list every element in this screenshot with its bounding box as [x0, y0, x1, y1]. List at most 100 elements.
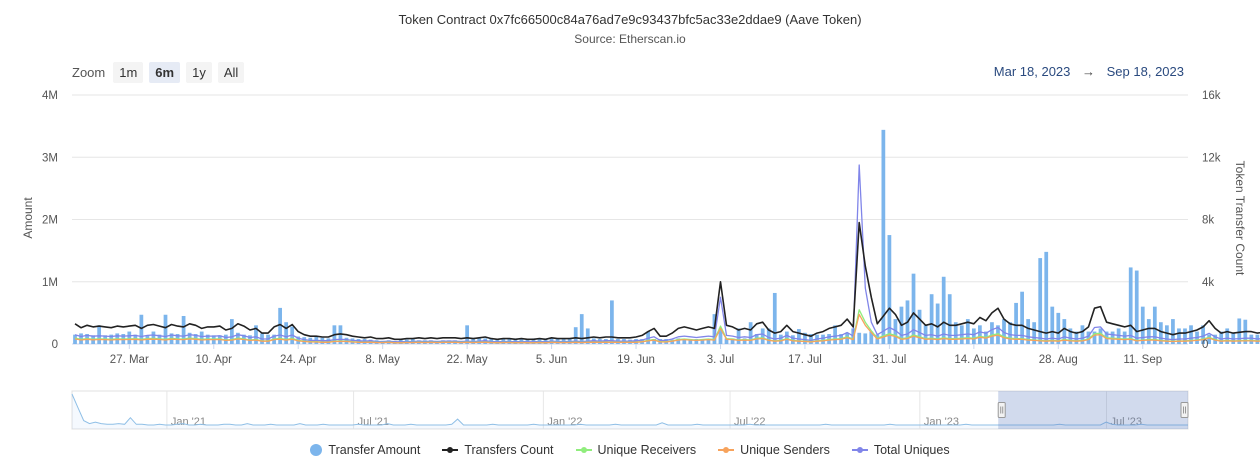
- transfer-amount-bar: [742, 338, 747, 344]
- transfer-amount-bar: [953, 322, 958, 344]
- transfer-amount-bar: [857, 332, 862, 344]
- transfer-amount-bar: [1183, 328, 1187, 344]
- legend-item-transfer-amount[interactable]: Transfer Amount: [310, 443, 420, 457]
- transfer-amount-bar: [1134, 270, 1139, 344]
- x-tick-label: 5. Jun: [536, 354, 567, 366]
- y2-tick-label: 12k: [1202, 152, 1221, 164]
- navigator-left-handle[interactable]: [997, 402, 1006, 418]
- x-tick-label: 24. Apr: [280, 354, 317, 366]
- legend-line-icon: [442, 445, 459, 455]
- transfer-amount-bar: [833, 325, 837, 344]
- transfer-amount-bar: [760, 328, 765, 344]
- transfer-amount-bar: [965, 319, 970, 344]
- transfer-amount-bar: [1098, 328, 1103, 344]
- transfer-amount-bar: [1026, 319, 1031, 344]
- transfer-amount-bar: [893, 319, 898, 344]
- y2-tick-label: 16k: [1202, 90, 1221, 102]
- transfer-amount-bar: [223, 334, 228, 344]
- transfer-amount-bar: [978, 325, 982, 344]
- transfer-amount-bar: [1008, 322, 1012, 344]
- left-y-axis: 0 1M 2M 3M 4M: [42, 90, 58, 351]
- y-tick-label: 4M: [42, 90, 58, 102]
- transfer-amount-bar: [694, 339, 699, 344]
- transfers-count-line: [74, 221, 1260, 341]
- y-tick-label: 0: [52, 339, 58, 351]
- x-tick-label: 3. Jul: [707, 354, 735, 366]
- transfer-amount-bar: [139, 314, 144, 344]
- transfer-amount-bar: [1086, 331, 1091, 344]
- transfer-amount-bar: [1116, 328, 1121, 344]
- transfer-amount-bar: [1080, 325, 1085, 344]
- transfer-amount-bar: [730, 338, 735, 344]
- y2-tick-label: 4k: [1202, 277, 1214, 289]
- zoom-1y-button[interactable]: 1y: [186, 62, 212, 83]
- transfer-amount-bar: [821, 334, 825, 344]
- transfer-amount-bar: [1177, 328, 1181, 344]
- grid-lines: [72, 94, 1188, 345]
- legend-item-unique-senders[interactable]: Unique Senders: [718, 443, 830, 457]
- transfer-amount-bar: [772, 292, 777, 344]
- legend-line-icon: [575, 445, 592, 455]
- navigator-right-handle[interactable]: [1180, 402, 1189, 418]
- transfer-amount-bar: [887, 235, 892, 344]
- zoom-6m-button[interactable]: 6m: [149, 62, 181, 83]
- transfer-amount-bar: [1189, 325, 1193, 344]
- transfer-amount-bar: [1171, 319, 1175, 344]
- transfer-amount-bar: [1020, 291, 1024, 344]
- transfer-amount-bar: [1140, 306, 1145, 344]
- transfer-amount-bar: [947, 294, 952, 344]
- transfer-amount-bar: [163, 314, 168, 344]
- transfer-amount-bar: [784, 331, 789, 344]
- transfer-amount-bar: [1237, 318, 1242, 344]
- transfer-amount-bar: [1201, 325, 1205, 344]
- transfer-amount-bar: [127, 331, 132, 344]
- transfer-amount-bar: [1122, 331, 1127, 344]
- transfer-amount-bar: [181, 315, 186, 344]
- legend-circle-icon: [310, 444, 323, 456]
- transfer-amount-bar: [199, 331, 204, 344]
- x-tick-label: 19. Jun: [617, 354, 655, 366]
- transfer-amount-bar: [278, 307, 282, 344]
- main-chart[interactable]: 0 1M 2M 3M 4M 0 4k 8k 12k 16k 27. Mar 10. Apr 24. …: [0, 0, 1260, 440]
- y2-tick-label: 8k: [1202, 215, 1214, 227]
- transfer-amount-bar: [1032, 322, 1037, 344]
- zoom-1m-button[interactable]: 1m: [113, 62, 144, 83]
- legend-line-icon: [718, 445, 735, 455]
- range-from[interactable]: Mar 18, 2023: [993, 64, 1071, 79]
- zoom-label: Zoom: [72, 65, 106, 80]
- transfer-amount-bar: [1158, 322, 1163, 344]
- transfer-amount-bar: [652, 339, 656, 344]
- range-arrow: →: [1082, 64, 1096, 79]
- navigator-line: [71, 393, 1188, 426]
- transfer-amount-bar: [465, 325, 469, 344]
- y-tick-label: 2M: [42, 215, 58, 227]
- date-range: Mar 18, 2023 → Sep 18, 2023: [994, 64, 1184, 79]
- range-to[interactable]: Sep 18, 2023: [1106, 64, 1184, 79]
- x-tick-label: 28. Aug: [1039, 354, 1078, 366]
- legend-label: Transfer Amount: [328, 443, 421, 457]
- transfer-amount-bar: [700, 339, 705, 344]
- legend-item-transfers-count[interactable]: Transfers Count: [442, 443, 554, 457]
- transfer-amount-bar: [724, 338, 729, 344]
- transfer-amount-bar: [1249, 334, 1254, 344]
- zoom-all-button[interactable]: All: [217, 62, 245, 83]
- right-y-axis: 0 4k 8k 12k 16k: [1202, 90, 1221, 351]
- transfer-amount-bar: [941, 276, 946, 344]
- transfer-amount-bar: [990, 322, 994, 344]
- unique-senders-line: [74, 313, 1260, 344]
- transfer-amount-bar: [284, 322, 289, 344]
- legend-item-total-uniques[interactable]: Total Uniques: [851, 443, 950, 457]
- transfer-amount-bar: [229, 319, 234, 344]
- transfer-amount-bar: [1050, 306, 1055, 344]
- transfer-amount-bar: [863, 333, 868, 344]
- transfer-amount-bar: [1225, 328, 1230, 344]
- transfer-amount-bar: [881, 129, 886, 344]
- total-uniques-line: [74, 164, 1260, 343]
- y-tick-label: 3M: [42, 152, 58, 164]
- transfer-amount-bar: [1014, 302, 1018, 344]
- x-tick-label: 11. Sep: [1123, 354, 1162, 366]
- transfer-amount-bar: [585, 328, 590, 344]
- x-tick-label: 27. Mar: [110, 354, 149, 366]
- legend-item-unique-receivers[interactable]: Unique Receivers: [575, 443, 696, 457]
